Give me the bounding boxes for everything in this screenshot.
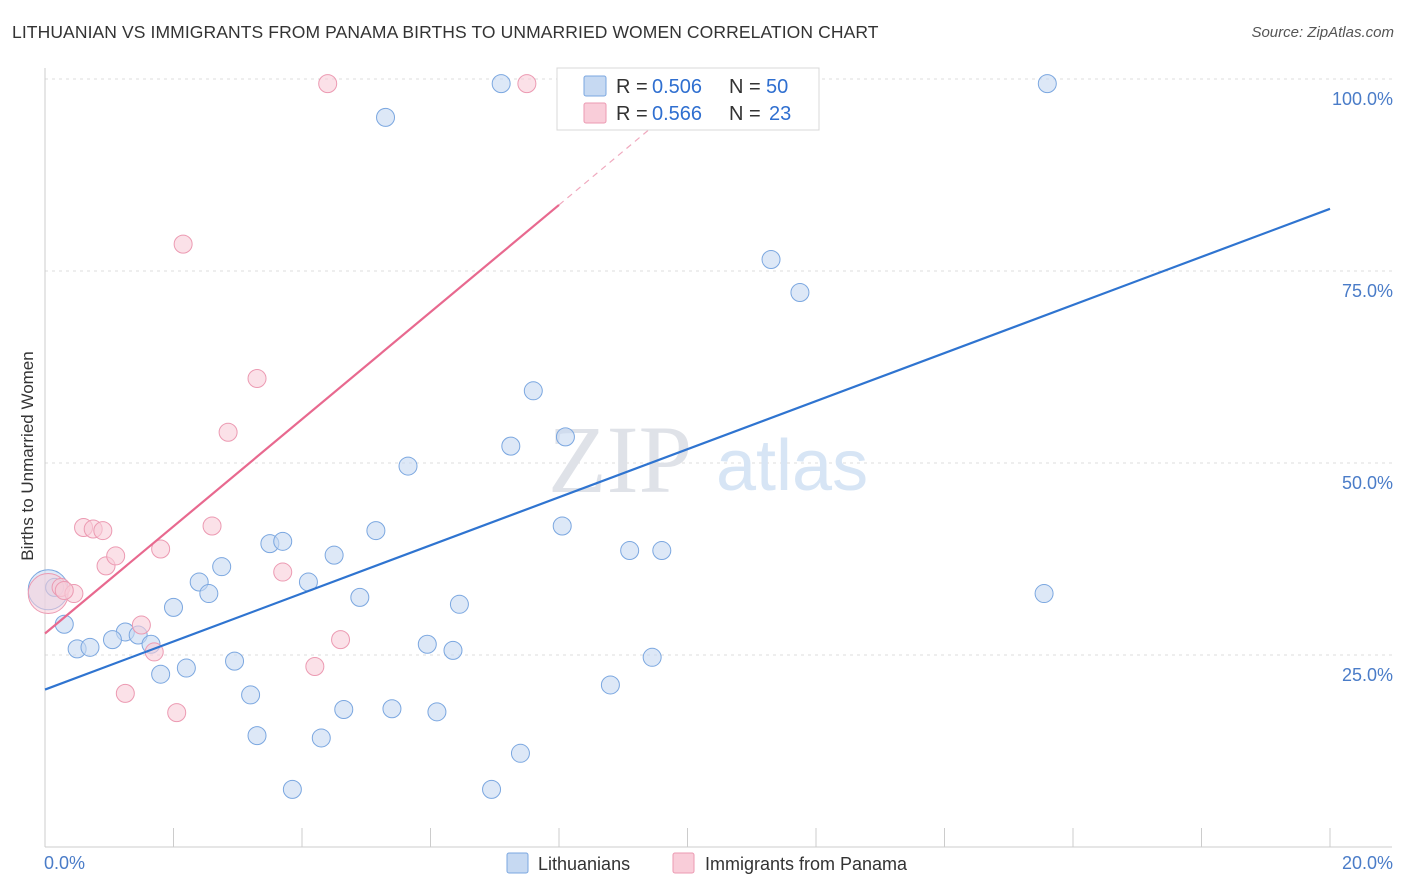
point-panama-17 bbox=[273, 562, 293, 582]
point-lithuanians-42 bbox=[642, 647, 662, 667]
point-panama-19 bbox=[331, 630, 351, 650]
point-lithuanians-39 bbox=[555, 427, 575, 447]
point-lithuanians-10 bbox=[176, 658, 196, 678]
y-tick-label-3: 100.0% bbox=[1332, 89, 1393, 109]
point-lithuanians-31 bbox=[443, 640, 463, 660]
legend-r-value-lithuanians: 0.506 bbox=[652, 76, 702, 98]
series-legend-label-lithuanians: Lithuanians bbox=[538, 854, 630, 874]
legend-r-label-lithuanians: R = bbox=[616, 76, 648, 98]
series-legend: Lithuanians Immigrants from Panama bbox=[506, 852, 908, 874]
point-lithuanians-36 bbox=[510, 743, 530, 763]
point-lithuanians-38 bbox=[552, 516, 572, 536]
legend-r-value-panama: 0.566 bbox=[652, 103, 702, 125]
trend-line-panama-extension bbox=[558, 113, 669, 206]
series-legend-swatch-panama bbox=[672, 852, 695, 874]
point-panama-20 bbox=[318, 74, 338, 94]
y-axis-title: Births to Unmarried Women bbox=[18, 351, 37, 560]
point-lithuanians-47 bbox=[1034, 584, 1054, 604]
point-lithuanians-3 bbox=[80, 637, 100, 657]
point-lithuanians-35 bbox=[501, 436, 521, 456]
point-lithuanians-41 bbox=[620, 541, 640, 561]
point-lithuanians-28 bbox=[398, 456, 418, 476]
point-lithuanians-25 bbox=[366, 521, 386, 541]
point-panama-18 bbox=[305, 657, 325, 677]
x-tick-labels: 0.0% 20.0% bbox=[44, 853, 1393, 873]
point-lithuanians-27 bbox=[382, 699, 402, 719]
point-lithuanians-21 bbox=[311, 728, 331, 748]
trend-layer bbox=[44, 113, 1331, 691]
legend-swatch-lithuanians bbox=[583, 75, 607, 97]
legend-n-label-lithuanians: N = bbox=[729, 76, 761, 98]
point-lithuanians-30 bbox=[427, 702, 447, 722]
y-tick-label-1: 50.0% bbox=[1342, 473, 1393, 493]
chart-source: Source: ZipAtlas.com bbox=[1251, 24, 1394, 41]
point-lithuanians-48 bbox=[1037, 74, 1057, 94]
point-lithuanians-37 bbox=[523, 381, 543, 401]
point-lithuanians-23 bbox=[334, 700, 354, 720]
points-layer bbox=[27, 74, 1057, 799]
point-lithuanians-18 bbox=[273, 531, 293, 551]
point-panama-7 bbox=[106, 546, 126, 566]
point-lithuanians-14 bbox=[225, 651, 245, 671]
trend-line-lithuanians bbox=[44, 207, 1331, 691]
point-lithuanians-34 bbox=[491, 74, 511, 94]
y-tick-labels: 25.0% 50.0% 75.0% 100.0% bbox=[1332, 89, 1393, 685]
legend-r-label-panama: R = bbox=[616, 103, 648, 125]
point-panama-21 bbox=[517, 74, 537, 94]
grid-layer bbox=[45, 78, 1392, 656]
legend-swatch-panama bbox=[583, 102, 607, 124]
point-panama-9 bbox=[131, 615, 151, 635]
point-lithuanians-24 bbox=[350, 587, 370, 607]
point-panama-16 bbox=[247, 369, 267, 389]
point-lithuanians-5 bbox=[102, 630, 122, 650]
point-lithuanians-19 bbox=[282, 779, 302, 799]
stats-legend: R = 0.506 N = 50 R = 0.566 N = 23 bbox=[556, 67, 820, 131]
point-panama-13 bbox=[173, 234, 193, 254]
watermark-zip: ZIP bbox=[548, 406, 692, 513]
point-panama-15 bbox=[218, 422, 238, 442]
point-lithuanians-40 bbox=[600, 675, 620, 695]
x-tick-label-1: 20.0% bbox=[1342, 853, 1393, 873]
point-lithuanians-13 bbox=[212, 557, 232, 577]
point-lithuanians-22 bbox=[324, 545, 344, 565]
point-lithuanians-15 bbox=[241, 685, 261, 705]
trend-line-panama bbox=[44, 204, 560, 635]
point-panama-22 bbox=[54, 580, 74, 600]
watermark: ZIP atlas bbox=[548, 406, 868, 513]
point-panama-8 bbox=[115, 683, 135, 703]
chart-title: LITHUANIAN VS IMMIGRANTS FROM PANAMA BIR… bbox=[12, 22, 879, 42]
point-panama-12 bbox=[167, 703, 187, 723]
point-lithuanians-9 bbox=[164, 597, 183, 617]
point-lithuanians-32 bbox=[449, 594, 469, 614]
axis-layer bbox=[44, 68, 1392, 848]
point-lithuanians-29 bbox=[417, 634, 437, 654]
point-panama-11 bbox=[151, 539, 171, 559]
series-legend-swatch-lithuanians bbox=[506, 852, 529, 874]
point-lithuanians-8 bbox=[151, 664, 171, 684]
point-lithuanians-16 bbox=[247, 726, 267, 746]
point-lithuanians-45 bbox=[790, 283, 810, 303]
series-legend-label-panama: Immigrants from Panama bbox=[705, 854, 908, 874]
point-panama-5 bbox=[93, 521, 113, 541]
legend-n-value-panama: 23 bbox=[769, 103, 791, 125]
legend-n-value-lithuanians: 50 bbox=[766, 76, 788, 98]
point-lithuanians-26 bbox=[376, 107, 396, 127]
point-lithuanians-44 bbox=[761, 249, 781, 269]
legend-n-label-panama: N = bbox=[729, 103, 761, 125]
point-lithuanians-12 bbox=[199, 584, 219, 604]
x-tick-label-0: 0.0% bbox=[44, 853, 85, 873]
point-lithuanians-33 bbox=[482, 779, 502, 799]
point-panama-14 bbox=[202, 516, 222, 536]
point-lithuanians-43 bbox=[652, 541, 672, 561]
watermark-atlas: atlas bbox=[716, 426, 868, 506]
y-tick-label-2: 75.0% bbox=[1342, 281, 1393, 301]
y-tick-label-0: 25.0% bbox=[1342, 665, 1393, 685]
